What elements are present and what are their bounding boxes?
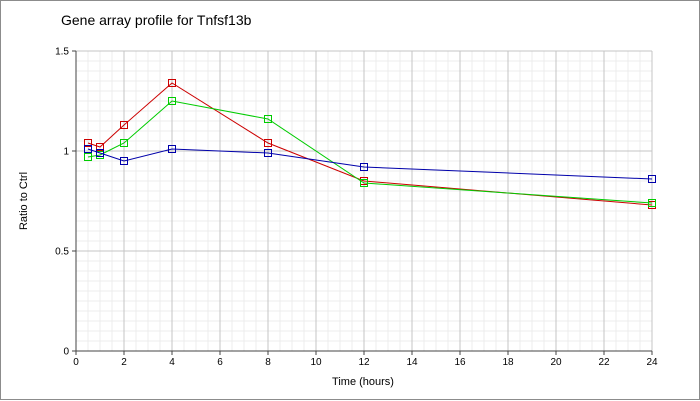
x-tick-label: 10 — [310, 357, 322, 368]
series-3 — [84, 145, 656, 183]
x-axis-title: Time (hours) — [332, 376, 394, 388]
data-point — [96, 149, 104, 157]
data-point — [168, 97, 176, 105]
series-2 — [84, 97, 656, 207]
data-point — [96, 143, 104, 151]
x-tick-label: 20 — [550, 357, 562, 368]
y-axis-title: Ratio to Ctrl — [18, 172, 30, 230]
data-point — [648, 199, 656, 207]
x-tick-label: 14 — [406, 357, 418, 368]
series-1 — [84, 79, 656, 209]
y-tick-label: 1.5 — [55, 47, 69, 58]
data-point — [360, 163, 368, 171]
series-line — [87, 148, 653, 180]
data-point — [168, 79, 176, 87]
y-tick-label: 0 — [63, 347, 69, 358]
data-point — [120, 157, 128, 165]
data-point — [264, 139, 272, 147]
x-tick-label: 18 — [502, 357, 514, 368]
x-tick-label: 4 — [169, 357, 175, 368]
chart-title: Gene array profile for Tnfsf13b — [61, 12, 252, 28]
data-point — [648, 175, 656, 183]
x-tick-label: 24 — [646, 357, 658, 368]
x-tick-label: 22 — [598, 357, 610, 368]
x-tick-label: 0 — [73, 357, 79, 368]
x-tick-label: 16 — [454, 357, 466, 368]
series-line — [87, 82, 653, 206]
x-tick-label: 6 — [217, 357, 223, 368]
y-tick-label: 0.5 — [55, 247, 69, 258]
data-point — [168, 145, 176, 153]
x-tick-label: 8 — [265, 357, 271, 368]
data-series — [84, 79, 656, 209]
data-point — [120, 121, 128, 129]
data-point — [360, 179, 368, 187]
y-tick-label: 1 — [63, 147, 69, 158]
series-line — [87, 100, 653, 204]
x-tick-label: 2 — [121, 357, 127, 368]
data-point — [120, 139, 128, 147]
data-point — [84, 145, 92, 153]
data-point — [264, 115, 272, 123]
data-point — [264, 149, 272, 157]
data-point — [84, 139, 92, 147]
x-tick-label: 12 — [358, 357, 370, 368]
data-point — [84, 153, 92, 161]
axes — [72, 50, 653, 355]
